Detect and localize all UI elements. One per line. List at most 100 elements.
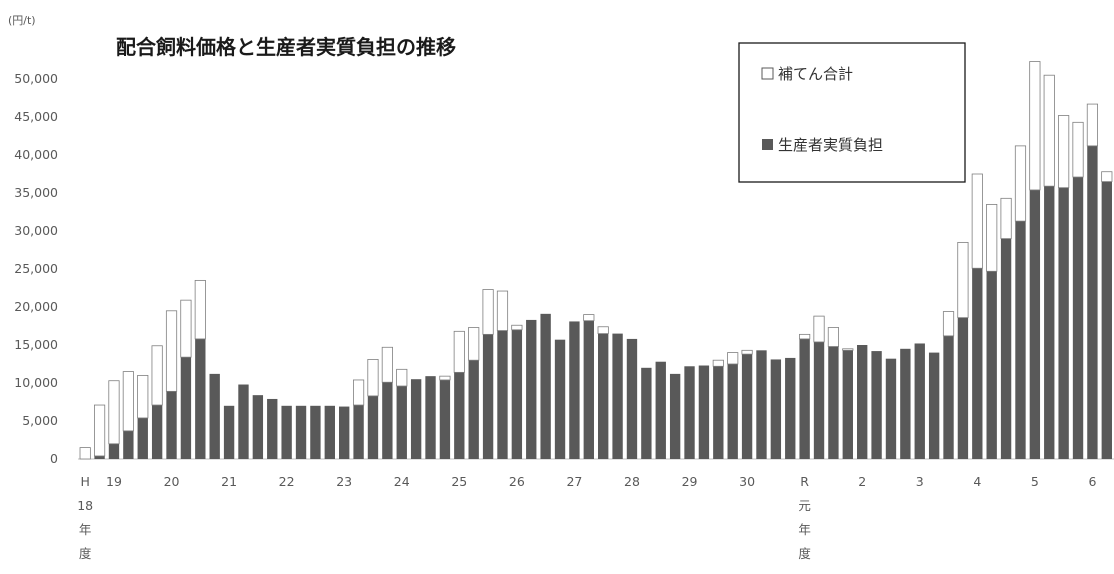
- legend-label-subsidy: 補てん合計: [778, 65, 853, 83]
- bar-producer-burden: [770, 359, 782, 459]
- bar-producer-burden: [554, 339, 566, 459]
- bar-subsidy-total: [1058, 115, 1070, 189]
- bar-producer-burden: [885, 358, 897, 459]
- bar-producer-burden: [1072, 177, 1084, 460]
- bar-subsidy-total: [1000, 197, 1012, 240]
- legend-swatch-burden: [762, 139, 773, 150]
- x-tick-label: R: [800, 474, 809, 489]
- bar-producer-burden: [238, 384, 249, 459]
- bar-producer-burden: [497, 330, 508, 459]
- bar-producer-burden: [439, 379, 451, 459]
- bar-producer-burden: [813, 341, 825, 459]
- bar-producer-burden: [353, 405, 364, 459]
- y-tick-label: 35,000: [14, 185, 58, 200]
- bar-producer-burden: [871, 351, 882, 459]
- bar-producer-burden: [1087, 145, 1098, 459]
- bar-subsidy-total: [482, 289, 494, 335]
- bar-producer-burden: [669, 373, 681, 459]
- bar-producer-burden: [410, 379, 422, 459]
- y-axis-unit-label: (円/t): [8, 14, 36, 27]
- bar-producer-burden: [612, 333, 623, 459]
- x-tick-label: 28: [624, 474, 640, 489]
- x-tick-label: 23: [336, 474, 352, 489]
- bar-producer-burden: [828, 346, 839, 459]
- bar-producer-burden: [151, 405, 163, 459]
- x-tick-label: 29: [682, 474, 698, 489]
- bar-subsidy-total: [942, 311, 955, 337]
- x-tick-label: 22: [279, 474, 295, 489]
- bar-producer-burden: [698, 365, 710, 459]
- bar-subsidy-total: [813, 315, 825, 343]
- bar-producer-burden: [195, 338, 206, 459]
- bar-subsidy-total: [468, 327, 480, 361]
- bar-producer-burden: [166, 391, 177, 459]
- bar-producer-burden: [1044, 186, 1055, 459]
- bar-subsidy-total: [137, 374, 149, 419]
- bar-producer-burden: [741, 354, 753, 459]
- bar-subsidy-total: [194, 279, 206, 340]
- bar-subsidy-total: [1101, 171, 1113, 183]
- bar-subsidy-total: [122, 371, 134, 432]
- bar-producer-burden: [569, 321, 580, 459]
- bar-producer-burden: [223, 405, 235, 459]
- bar-producer-burden: [252, 395, 264, 459]
- bar-subsidy-total: [1072, 121, 1084, 178]
- bar-subsidy-total: [453, 330, 465, 373]
- x-tick-label: 26: [509, 474, 525, 489]
- bar-subsidy-total: [842, 348, 854, 351]
- x-tick-label: 5: [1031, 474, 1039, 489]
- bar-subsidy-total: [108, 380, 120, 445]
- bar-producer-burden: [526, 319, 537, 459]
- bar-subsidy-total: [1029, 61, 1041, 191]
- y-tick-label: 50,000: [14, 71, 58, 86]
- bar-producer-burden: [482, 334, 494, 459]
- bar-subsidy-total: [180, 299, 192, 358]
- bar-producer-burden: [468, 360, 479, 459]
- y-tick-label: 30,000: [14, 223, 58, 238]
- bar-producer-burden: [684, 366, 695, 459]
- bar-producer-burden: [626, 338, 638, 459]
- x-tick-label: 30: [739, 474, 755, 489]
- bar-producer-burden: [382, 382, 393, 459]
- bar-producer-burden: [511, 329, 523, 459]
- bar-subsidy-total: [971, 173, 983, 269]
- x-tick-label: 度: [79, 546, 92, 561]
- bar-subsidy-total: [957, 241, 969, 319]
- x-tick-label: 年: [79, 522, 92, 537]
- x-tick-label: 2: [858, 474, 866, 489]
- bar-producer-burden: [396, 386, 407, 459]
- bar-producer-burden: [900, 348, 911, 459]
- bar-producer-burden: [540, 313, 551, 459]
- bar-producer-burden: [425, 376, 436, 459]
- x-tick-label: 18: [77, 498, 93, 513]
- bar-producer-burden: [295, 405, 307, 459]
- bar-subsidy-total: [741, 349, 753, 355]
- bar-producer-burden: [1029, 189, 1041, 459]
- bar-producer-burden: [857, 345, 868, 459]
- bar-subsidy-total: [1086, 103, 1098, 147]
- x-tick-label: 元: [798, 498, 811, 513]
- bar-producer-burden: [986, 271, 997, 459]
- bar-subsidy-total: [597, 326, 609, 335]
- bar-producer-burden: [713, 366, 724, 459]
- x-tick-label: 24: [394, 474, 410, 489]
- legend: 補てん合計 生産者実質負担: [738, 42, 966, 183]
- bar-subsidy-total: [94, 404, 106, 457]
- bar-subsidy-total: [381, 346, 393, 383]
- legend-label-burden: 生産者実質負担: [778, 136, 883, 154]
- bar-subsidy-total: [583, 314, 595, 322]
- bars-group: [79, 61, 1113, 460]
- bar-producer-burden: [180, 357, 192, 459]
- x-tick-label: 4: [973, 474, 981, 489]
- x-tick-label: 27: [566, 474, 582, 489]
- bar-subsidy-total: [439, 375, 451, 381]
- x-tick-label: 3: [916, 474, 924, 489]
- bar-subsidy-total: [367, 359, 379, 397]
- bar-subsidy-total: [712, 359, 724, 367]
- bar-producer-burden: [914, 343, 925, 459]
- bar-producer-burden: [123, 430, 134, 459]
- bar-producer-burden: [281, 405, 292, 459]
- bar-producer-burden: [943, 335, 954, 459]
- y-axis-ticks: 0 5,000 10,000 15,000 20,000 25,000 30,000 35,0…: [14, 71, 58, 466]
